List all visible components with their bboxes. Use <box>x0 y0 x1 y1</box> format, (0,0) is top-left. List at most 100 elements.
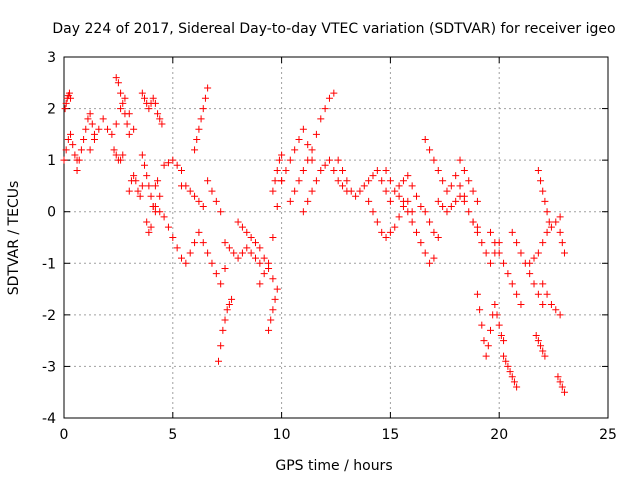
data-point <box>539 187 547 195</box>
data-point <box>69 141 77 149</box>
data-point <box>556 213 564 221</box>
x-tick-label: 10 <box>273 427 291 443</box>
data-point <box>212 197 220 205</box>
data-point <box>421 208 429 216</box>
data-point <box>134 187 142 195</box>
data-point <box>136 192 144 200</box>
data-point <box>156 192 164 200</box>
data-point <box>234 254 242 262</box>
data-point <box>334 156 342 164</box>
series-sat-af <box>456 156 481 205</box>
data-point <box>169 234 177 241</box>
data-point <box>90 136 98 144</box>
data-point <box>238 249 246 257</box>
data-point <box>256 280 264 288</box>
data-point <box>447 203 455 211</box>
data-point <box>408 182 416 190</box>
data-point <box>119 99 127 107</box>
data-point <box>495 249 503 257</box>
data-point <box>299 166 307 174</box>
data-point <box>537 177 545 185</box>
data-point <box>61 105 69 113</box>
plot-frame <box>63 56 609 419</box>
data-point <box>493 311 501 319</box>
x-axis-label: GPS time / hours <box>275 458 392 474</box>
data-point <box>143 172 151 180</box>
data-point <box>243 244 251 252</box>
data-point <box>413 228 421 236</box>
data-point <box>208 187 216 195</box>
data-point <box>178 166 186 174</box>
data-point <box>217 208 225 216</box>
x-tick-label: 5 <box>168 427 177 443</box>
series-sat-ah <box>473 290 497 360</box>
data-point <box>456 156 464 164</box>
data-point <box>197 115 205 123</box>
data-point <box>317 166 325 174</box>
data-point <box>484 342 492 350</box>
data-point <box>123 120 131 128</box>
series-sat-k <box>151 203 199 267</box>
data-point <box>282 166 290 174</box>
data-point <box>221 239 229 247</box>
data-point <box>217 280 225 288</box>
data-point <box>143 218 151 226</box>
data-point <box>108 130 116 138</box>
data-point <box>273 285 281 293</box>
data-point <box>417 203 425 211</box>
data-point <box>225 244 233 252</box>
data-point <box>256 244 264 252</box>
data-point <box>439 177 447 185</box>
data-point <box>95 125 103 133</box>
data-point <box>114 79 122 87</box>
series-sat-u <box>265 285 281 334</box>
data-point <box>491 301 499 309</box>
data-point <box>500 259 508 267</box>
data-point <box>308 187 316 195</box>
data-point <box>238 223 246 231</box>
series-sat-f <box>110 146 127 164</box>
data-point <box>269 234 277 241</box>
data-point <box>119 151 127 159</box>
series-sat-x <box>286 89 338 205</box>
data-point <box>482 352 490 360</box>
data-point <box>443 208 451 216</box>
data-point <box>225 301 233 309</box>
data-point <box>275 156 283 164</box>
data-point <box>382 166 390 174</box>
data-point <box>62 146 70 154</box>
data-point <box>500 352 508 360</box>
x-tick-label: 15 <box>381 427 399 443</box>
data-point <box>325 94 333 102</box>
data-point <box>269 187 277 195</box>
data-point <box>504 362 512 370</box>
data-point <box>271 177 279 185</box>
data-point <box>173 161 181 169</box>
series-sat-n <box>191 84 212 154</box>
data-point <box>71 151 79 159</box>
data-point <box>513 239 521 247</box>
data-point <box>382 234 390 241</box>
series-sat-l <box>160 156 186 174</box>
data-points <box>60 74 568 396</box>
data-point <box>247 234 255 241</box>
data-point <box>62 99 70 107</box>
data-point <box>295 136 303 144</box>
data-point <box>369 208 377 216</box>
data-point <box>543 228 551 236</box>
series-sat-al <box>508 228 547 309</box>
data-point <box>64 136 72 144</box>
data-point <box>151 182 159 190</box>
data-point <box>541 352 549 360</box>
data-point <box>386 177 394 185</box>
data-point <box>439 203 447 211</box>
data-point <box>517 301 525 309</box>
data-point <box>452 197 460 205</box>
data-point <box>545 218 553 226</box>
data-point <box>199 203 207 211</box>
data-point <box>547 301 555 309</box>
data-point <box>352 192 360 200</box>
data-point <box>132 177 140 185</box>
series-sat-w <box>278 125 316 185</box>
data-point <box>421 136 429 144</box>
